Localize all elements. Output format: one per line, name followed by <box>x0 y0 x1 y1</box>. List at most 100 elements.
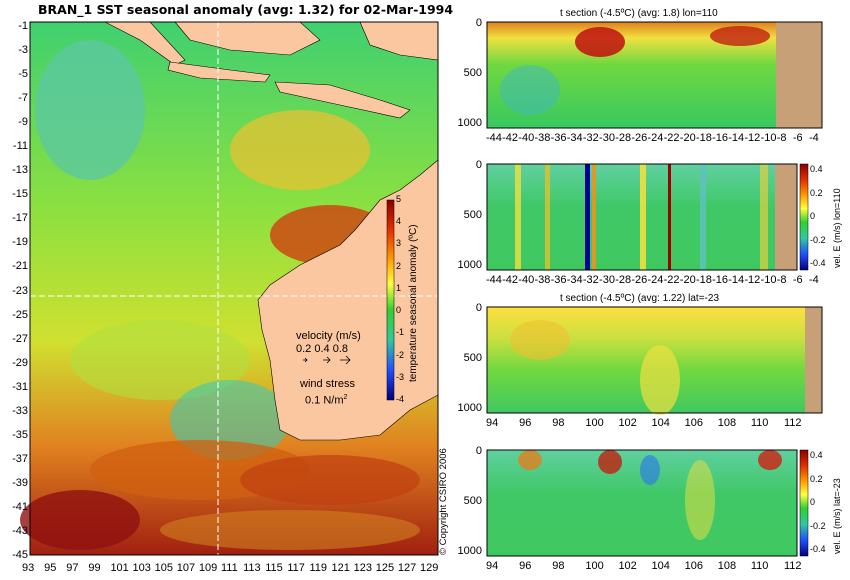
lat-tick-label: -37 <box>12 452 28 465</box>
lat-tick-label: -45 <box>12 549 28 561</box>
panel-colorbar-tick: -0.2 <box>810 520 826 531</box>
lat-tick-label: -31 <box>12 380 28 393</box>
panel-y-tick: 500 <box>463 495 482 507</box>
panel-x-tick: 98 <box>552 417 565 429</box>
lon-tick-label: 99 <box>88 562 101 574</box>
lat-tick-label: -5 <box>18 68 28 81</box>
panel-colorbar-label: vel. E (m/s) lat=-23 <box>832 478 842 554</box>
copyright-text: © Copyright CSIRO 2006 <box>438 448 449 555</box>
panel-x-tick: 96 <box>519 417 532 429</box>
map-colorbar-tick: 5 <box>396 194 402 204</box>
panel-colorbar-tick: 0.4 <box>810 450 823 460</box>
lat-tick-label: -41 <box>12 500 28 513</box>
panel-colorbar-tick: -0.4 <box>810 544 826 554</box>
panel-x-tick: -18 <box>695 274 712 286</box>
map-colorbar-tick: -3 <box>396 371 405 382</box>
panel-x-tick: -32 <box>582 132 599 144</box>
panel-x-tick: -28 <box>615 274 632 286</box>
panel-colorbar-tick: -0.4 <box>810 258 826 268</box>
lat-tick-label: -21 <box>12 260 28 273</box>
panel-x-tick: -20 <box>679 274 696 286</box>
panel-x-tick: -22 <box>663 132 680 144</box>
panel-x-tick: -4 <box>809 274 819 286</box>
panel-colorbar-tick: 0.2 <box>810 187 823 198</box>
lon-tick-label: 93 <box>22 562 35 574</box>
lat-tick-label: -25 <box>12 308 28 321</box>
lesser-sunda-land <box>274 81 411 119</box>
panel-x-tick: -28 <box>615 132 632 144</box>
panel-x-tick: -12 <box>744 274 761 286</box>
lat-tick-label: -23 <box>12 284 28 297</box>
panel-x-tick: -24 <box>647 132 664 144</box>
java-land <box>167 61 271 83</box>
lon-tick-label: 119 <box>309 562 327 574</box>
map-colorbar-tick: -1 <box>396 327 405 338</box>
panel-2-colorbar <box>799 163 809 271</box>
map-colorbar-tick: 0 <box>396 305 402 316</box>
panel-x-tick: 108 <box>717 560 737 572</box>
panel-x-tick: -42 <box>502 132 519 144</box>
panel-x-tick: -32 <box>582 274 599 286</box>
panel-y-tick: 0 <box>475 445 482 457</box>
panel-x-tick: -22 <box>663 274 680 286</box>
panel-y-tick: 500 <box>463 352 482 364</box>
lat-tick-label: -11 <box>12 140 28 153</box>
panel-x-tick: 110 <box>750 560 769 572</box>
panel-x-tick: -6 <box>792 132 803 144</box>
lon-tick-label: 95 <box>44 562 57 574</box>
panel-x-tick: -42 <box>502 274 519 286</box>
panel-colorbar-tick: 0 <box>810 497 816 507</box>
lon-tick-label: 125 <box>375 562 395 574</box>
lat-tick-label: -43 <box>12 524 28 537</box>
panel-x-tick: -8 <box>776 132 787 144</box>
lat-tick-label: -3 <box>18 44 28 57</box>
lat-tick-label: -29 <box>12 356 28 369</box>
lat-tick-label: -17 <box>12 212 28 225</box>
panel-3-land <box>805 307 822 413</box>
panel-2-plot <box>486 163 809 271</box>
panel-x-tick: 94 <box>486 560 499 572</box>
lat-tick-label: -19 <box>12 236 28 249</box>
map-colorbar-tick: -2 <box>396 349 405 360</box>
lon-tick-label: 109 <box>198 562 218 574</box>
velocity-arrows-legend <box>303 355 351 365</box>
panel-x-tick: -36 <box>550 132 567 144</box>
panel-x-tick: 96 <box>519 560 532 572</box>
panel-x-tick: 102 <box>618 560 637 572</box>
panel-x-tick: -12 <box>744 132 761 144</box>
panel-x-tick: -44 <box>486 132 502 144</box>
panel-4-plot <box>486 449 809 557</box>
map-title: BRAN_1 SST seasonal anomaly (avg: 1.32) … <box>38 2 454 17</box>
panel-x-tick: 106 <box>684 560 704 572</box>
panel-x-tick: -26 <box>631 132 648 144</box>
panel-x-tick: 104 <box>651 417 670 429</box>
lat-tick-label: -27 <box>12 332 28 345</box>
wind-stress-value: 0.1 N/m2 <box>305 394 348 407</box>
panel-x-tick: -18 <box>695 132 712 144</box>
map-colorbar-label: temperature seasonal anomaly (ºC) <box>408 224 419 382</box>
panel-colorbar-tick: 0.4 <box>810 164 823 174</box>
panel-4-colorbar <box>799 449 809 557</box>
lat-tick-label: -7 <box>18 92 28 105</box>
panel-x-tick: -24 <box>647 274 664 286</box>
panel-x-tick: 100 <box>585 560 604 572</box>
panel-x-tick: -30 <box>599 274 615 286</box>
panel-x-tick: -16 <box>712 274 728 286</box>
panel-x-tick: -38 <box>534 274 551 286</box>
velocity-scale: 0.2 0.4 0.8 <box>296 343 348 355</box>
velocity-label: velocity (m/s) <box>296 330 361 342</box>
lat-tick-label: -13 <box>12 164 28 177</box>
lon-tick-label: 129 <box>420 562 439 574</box>
panel-x-tick: -26 <box>631 274 648 286</box>
map-colorbar-ramp <box>386 199 395 401</box>
wind-stress-label: wind stress <box>300 378 356 390</box>
panel-y-tick: 1000 <box>457 545 482 557</box>
lon-tick-label: 123 <box>353 562 373 574</box>
panel-colorbar-tick: 0.2 <box>810 473 823 484</box>
panel-x-tick: 112 <box>784 560 802 572</box>
panel-x-tick: -34 <box>566 274 583 286</box>
sst-map <box>20 21 439 556</box>
map-colorbar-tick: 4 <box>396 216 402 227</box>
panel-y-tick: 500 <box>463 209 482 221</box>
